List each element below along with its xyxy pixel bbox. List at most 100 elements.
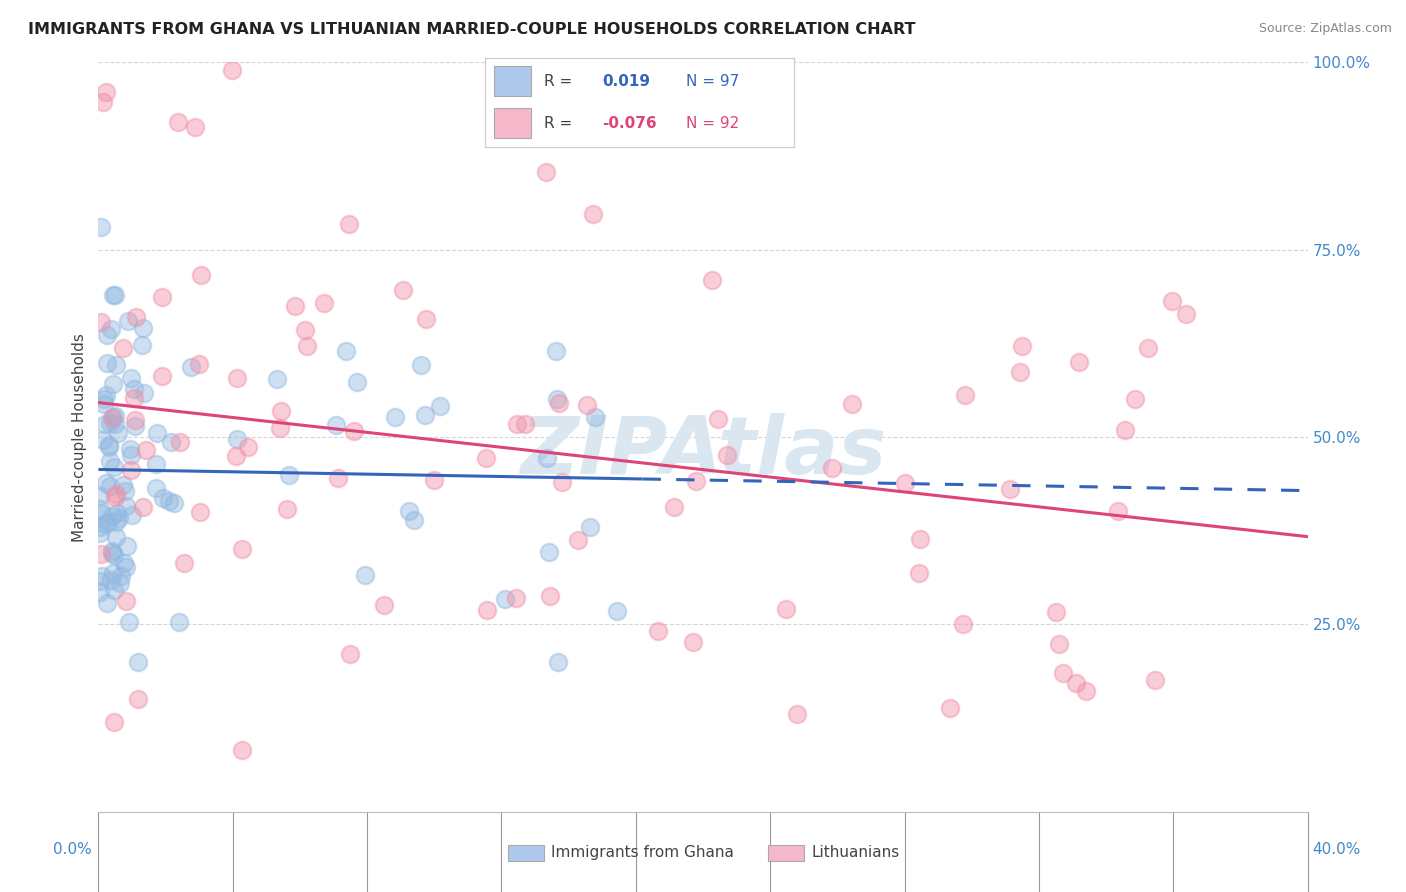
Point: [90, 507, 112, 521]
Point: [225, 371, 247, 385]
Point: [575, 398, 598, 412]
Point: [104, 417, 127, 431]
Point: [105, 530, 128, 544]
Point: [104, 287, 127, 301]
Text: -0.076: -0.076: [603, 116, 657, 130]
Text: ZIPAtlas: ZIPAtlas: [520, 413, 886, 491]
Point: [515, 417, 537, 431]
Point: [127, 692, 149, 706]
Point: [1052, 666, 1074, 681]
Point: [353, 568, 375, 582]
Point: [103, 376, 125, 391]
Point: [700, 273, 723, 287]
Point: [97, 438, 120, 452]
Point: [90, 569, 112, 583]
FancyBboxPatch shape: [495, 108, 531, 138]
Point: [392, 283, 415, 297]
Point: [505, 591, 527, 606]
Point: [238, 440, 260, 454]
Point: [270, 403, 292, 417]
Point: [104, 409, 127, 424]
Point: [101, 509, 124, 524]
Point: [415, 311, 437, 326]
FancyBboxPatch shape: [768, 845, 804, 861]
Point: [115, 539, 138, 553]
Point: [685, 474, 707, 488]
Point: [104, 490, 127, 504]
Point: [475, 603, 498, 617]
Point: [1144, 673, 1167, 687]
Point: [1067, 355, 1090, 369]
Point: [225, 450, 247, 464]
Point: [908, 532, 931, 546]
Point: [108, 511, 131, 525]
Point: [266, 372, 288, 386]
Point: [124, 413, 146, 427]
Point: [1161, 294, 1184, 309]
Point: [538, 590, 561, 604]
Point: [326, 471, 349, 485]
Point: [506, 417, 529, 431]
Point: [112, 556, 135, 570]
Point: [225, 432, 247, 446]
Point: [112, 342, 135, 356]
Point: [152, 491, 174, 506]
Point: [325, 418, 347, 433]
Point: [339, 647, 361, 661]
Text: Source: ZipAtlas.com: Source: ZipAtlas.com: [1258, 22, 1392, 36]
Text: 0.019: 0.019: [603, 74, 651, 88]
Point: [100, 322, 122, 336]
Point: [96, 515, 118, 529]
Point: [124, 419, 146, 434]
Point: [952, 616, 974, 631]
Point: [551, 475, 574, 489]
Point: [231, 541, 253, 556]
Point: [188, 505, 211, 519]
Point: [98, 416, 121, 430]
Point: [953, 387, 976, 401]
Point: [1137, 341, 1160, 355]
Point: [96, 476, 118, 491]
Point: [107, 425, 129, 440]
Point: [91, 434, 114, 448]
Point: [122, 382, 145, 396]
Point: [173, 557, 195, 571]
Point: [98, 454, 121, 468]
Point: [775, 602, 797, 616]
Point: [90, 547, 112, 561]
Point: [269, 421, 291, 435]
Point: [409, 358, 432, 372]
Point: [98, 441, 121, 455]
Point: [118, 615, 141, 630]
Point: [89, 574, 111, 588]
Point: [312, 295, 335, 310]
Point: [297, 339, 319, 353]
Point: [125, 310, 148, 324]
Point: [127, 655, 149, 669]
Point: [100, 573, 122, 587]
Point: [114, 483, 136, 498]
Point: [135, 443, 157, 458]
Point: [131, 338, 153, 352]
Point: [117, 313, 139, 327]
Point: [89, 501, 111, 516]
Point: [907, 566, 929, 581]
Point: [337, 217, 360, 231]
FancyBboxPatch shape: [495, 66, 531, 96]
Point: [145, 481, 167, 495]
Point: [163, 496, 186, 510]
Point: [89, 526, 111, 541]
Point: [548, 395, 571, 409]
Point: [1107, 504, 1129, 518]
Point: [115, 559, 138, 574]
Point: [346, 375, 368, 389]
Point: [122, 391, 145, 405]
Point: [98, 479, 121, 493]
Point: [89, 584, 111, 599]
Point: [547, 655, 569, 669]
Point: [536, 165, 558, 179]
Point: [647, 624, 669, 638]
Point: [169, 615, 191, 630]
Point: [132, 321, 155, 335]
Point: [494, 591, 516, 606]
